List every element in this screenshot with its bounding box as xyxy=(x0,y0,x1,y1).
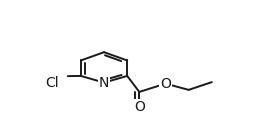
Text: Cl: Cl xyxy=(45,76,58,90)
Text: N: N xyxy=(99,76,109,90)
Text: O: O xyxy=(160,77,171,91)
Text: O: O xyxy=(134,100,145,114)
